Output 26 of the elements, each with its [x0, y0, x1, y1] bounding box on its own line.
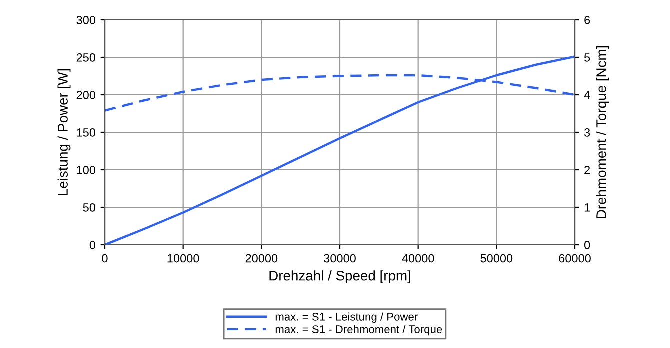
y2-tick-label: 4	[584, 91, 590, 100]
x-tick-label: 0	[102, 254, 108, 263]
y2-tick-label: 3	[584, 128, 590, 137]
y2-axis-title: Drehmoment / Torque [Ncm]	[596, 46, 610, 218]
y2-tick-label: 5	[584, 54, 590, 62]
y-axis-title: Leistung / Power [W]	[58, 69, 71, 196]
y2-tick-label: 6	[584, 16, 590, 24]
y-tick-label: 100	[77, 166, 96, 174]
x-tick-label: 60000	[559, 254, 591, 263]
legend-label: max. = S1 - Drehmoment / Torque	[276, 325, 442, 336]
y2-tick-label: 1	[584, 204, 590, 212]
y-tick-label: 300	[76, 16, 96, 24]
x-axis-title: Drehzahl / Speed [rpm]	[270, 270, 410, 284]
y-tick-label: 0	[90, 241, 96, 250]
x-tick-label: 50000	[480, 254, 513, 263]
y-tick-label: 200	[76, 91, 96, 100]
x-tick-label: 10000	[168, 254, 200, 263]
y2-tick-label: 0	[584, 241, 590, 250]
legend-label: max. = S1 - Leistung / Power	[276, 312, 418, 324]
x-tick-label: 20000	[246, 254, 278, 263]
y-tick-label: 50	[83, 204, 96, 212]
x-tick-label: 40000	[402, 254, 434, 263]
x-tick-label: 30000	[324, 254, 356, 263]
y2-tick-label: 2	[584, 166, 590, 174]
y-tick-label: 150	[77, 128, 96, 137]
y-tick-label: 250	[76, 54, 96, 62]
